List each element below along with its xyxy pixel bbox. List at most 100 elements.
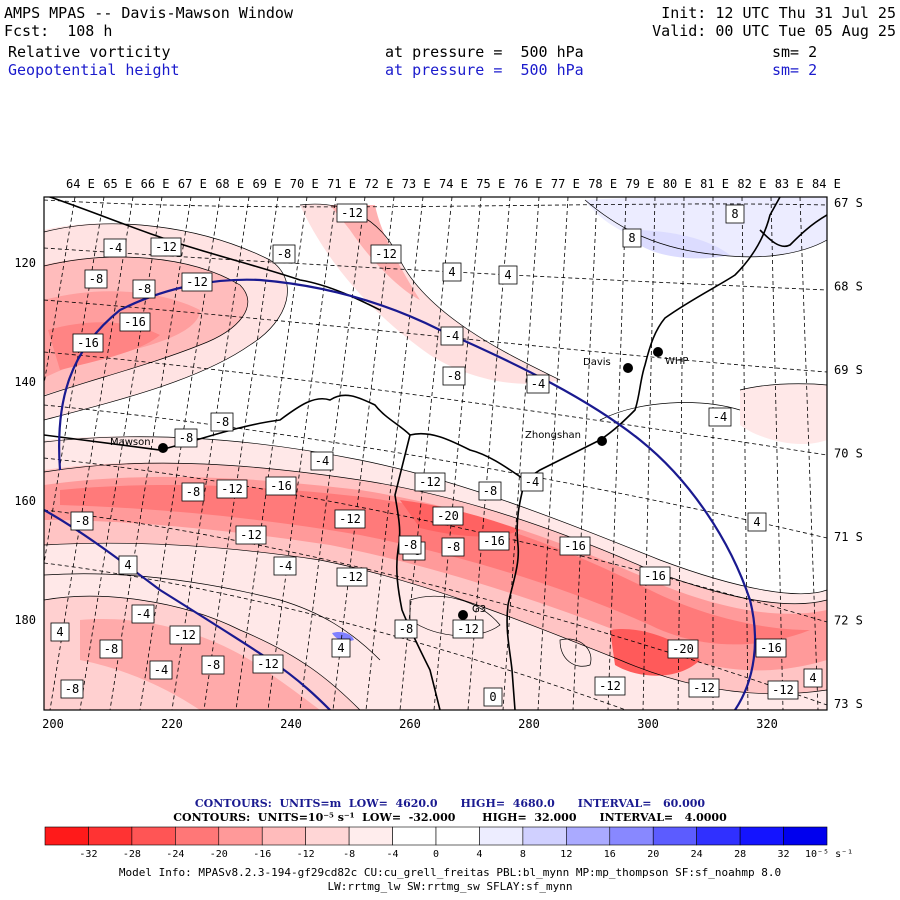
contour-label-box <box>169 625 201 645</box>
left-y-label: 140 <box>14 375 36 389</box>
contour-label-box <box>334 509 366 529</box>
contour-label: -16 <box>760 641 782 655</box>
contour-label: -4 <box>445 329 459 343</box>
left-y-label: 160 <box>14 494 36 508</box>
field1-sm: sm= 2 <box>772 43 818 61</box>
contour-label-box <box>331 638 351 658</box>
bottom-x-label: 300 <box>637 717 659 731</box>
header-init: Init: 12 UTC Thu 31 Jul 25 <box>661 4 896 22</box>
contour-label-box <box>622 228 642 248</box>
model-info-line1: Model Info: MPASv8.2.3-194-gf29cd82c CU:… <box>118 866 782 879</box>
contour-label-box <box>70 511 94 531</box>
top-lon-label: 65 E <box>103 177 132 191</box>
station-g3-label: G3 <box>472 604 486 615</box>
contour-info-line1: CONTOURS: UNITS=m LOW= 4620.0 HIGH= 4680… <box>194 797 706 810</box>
colorbar-swatch <box>696 826 741 846</box>
colorbar-tick: -8 <box>343 849 355 860</box>
contour-label: -8 <box>75 514 89 528</box>
bottom-x-label: 220 <box>161 717 183 731</box>
contour-label-box <box>394 619 418 639</box>
contour-label: -16 <box>77 336 99 350</box>
colorbar-unit: 10⁻⁵ s⁻¹ <box>805 849 853 860</box>
colorbar-swatch <box>522 826 567 846</box>
contour-label: -8 <box>446 540 460 554</box>
right-lat-label: 70 S <box>834 447 863 461</box>
right-lat-label: 73 S <box>834 697 863 711</box>
contour-label: -12 <box>375 247 397 261</box>
contour-label: -8 <box>65 682 79 696</box>
contour-label: -8 <box>447 369 461 383</box>
contour-label: -8 <box>215 415 229 429</box>
contour-label: -8 <box>277 247 291 261</box>
contour-label: -4 <box>531 377 545 391</box>
contour-label: -8 <box>89 272 103 286</box>
station-davis-label: Davis <box>583 357 611 368</box>
contour-label: 4 <box>448 265 455 279</box>
contour-label: 0 <box>489 690 496 704</box>
contour-label: -8 <box>186 485 200 499</box>
contour-label: -16 <box>644 569 666 583</box>
contour-label-box <box>767 680 799 700</box>
colorbar-tick: -12 <box>297 849 315 860</box>
colorbar-tick: -20 <box>210 849 228 860</box>
contour-label-box <box>432 506 464 526</box>
contour-label: -12 <box>257 657 279 671</box>
contour-label-box <box>688 678 720 698</box>
contour-label-box <box>498 265 518 285</box>
colorbar-tick: 16 <box>604 849 616 860</box>
contour-label-box <box>252 654 284 674</box>
left-axis-labels: 120 140 160 180 <box>14 256 36 627</box>
colorbar-swatch <box>88 826 133 846</box>
contour-label-box <box>708 407 732 427</box>
contour-labels: -12 -4 -12 -8 -8 -12 -8 -12 -16 -16 4 4 -4 -8 -4 8 8 -8 -8… <box>50 203 823 707</box>
contour-label-box <box>118 555 138 575</box>
contour-label-box <box>725 204 745 224</box>
contour-label: -8 <box>137 282 151 296</box>
right-lat-label: 67 S <box>834 196 863 210</box>
top-lon-label: 69 E <box>253 177 282 191</box>
bottom-x-label: 260 <box>399 717 421 731</box>
field2-name: Geopotential height <box>8 61 180 79</box>
contour-label: -16 <box>124 315 146 329</box>
contour-label-box <box>442 366 466 386</box>
top-lon-label: 81 E <box>700 177 729 191</box>
contour-label-box <box>149 660 173 680</box>
bottom-x-label: 200 <box>42 717 64 731</box>
top-lon-label: 74 E <box>439 177 468 191</box>
contour-label-box <box>201 655 225 675</box>
contour-label-box <box>103 238 127 258</box>
contour-label: -4 <box>136 607 150 621</box>
contour-label-box <box>131 604 155 624</box>
contour-label: -8 <box>104 642 118 656</box>
station-g3-dot <box>458 610 468 620</box>
header-title: AMPS MPAS -- Davis-Mawson Window <box>4 4 293 22</box>
contour-label: -4 <box>108 241 122 255</box>
contour-label-box <box>210 412 234 432</box>
contour-label-box <box>174 428 198 448</box>
field2-sm: sm= 2 <box>772 61 818 79</box>
top-lon-label: 66 E <box>141 177 170 191</box>
colorbar-tick: 20 <box>647 849 659 860</box>
top-lon-label: 77 E <box>551 177 580 191</box>
contour-label-box <box>265 476 297 496</box>
contour-label-box <box>336 567 368 587</box>
contour-label: -8 <box>483 484 497 498</box>
contour-label-box <box>60 679 84 699</box>
top-lon-label: 83 E <box>775 177 804 191</box>
contour-label-box <box>526 374 550 394</box>
contour-label-box <box>520 472 544 492</box>
top-lon-label: 70 E <box>290 177 319 191</box>
right-lat-label: 72 S <box>834 614 863 628</box>
contour-label-box <box>414 472 446 492</box>
contour-label: -20 <box>672 642 694 656</box>
contour-label-box <box>370 244 402 264</box>
coastline <box>44 197 827 710</box>
top-lon-label: 72 E <box>364 177 393 191</box>
contour-label-box <box>99 639 123 659</box>
contour-label: -4 <box>713 410 727 424</box>
colorbar-swatch <box>739 826 784 846</box>
contour-label: -16 <box>564 539 586 553</box>
station-mawson-label: Mawson <box>110 437 151 448</box>
top-lon-label: 79 E <box>626 177 655 191</box>
